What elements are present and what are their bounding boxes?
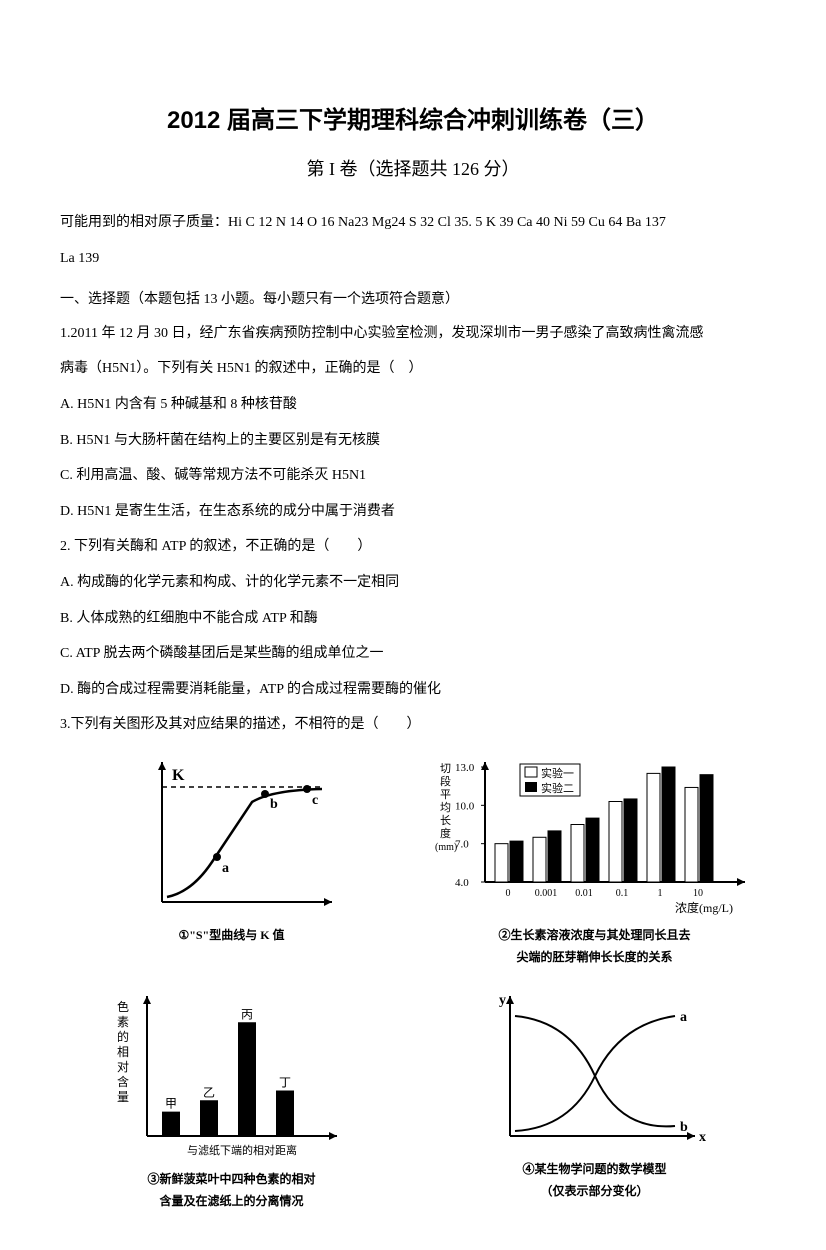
fig2-ylabel-3: 平 — [440, 789, 451, 801]
fig2-ylabel-2: 段 — [440, 774, 451, 788]
fig3-yl4: 相 — [117, 1045, 129, 1059]
figure-3-caption-l1: ③新鲜菠菜叶中四种色素的相对 — [147, 1170, 315, 1188]
figure-2-svg: 切 段 平 均 长 度 (mm) 实验一 实验二 浓度(mg/L) 4.0 7.0… — [435, 752, 755, 922]
atomic-mass-line2: La 139 — [60, 242, 766, 276]
svg-text:0.1: 0.1 — [615, 888, 628, 899]
q1-option-c: C. 利用高温、酸、碱等常规方法不可能杀灭 H5N1 — [60, 459, 766, 493]
fig3-yl5: 对 — [117, 1060, 129, 1074]
q2-option-d: D. 酶的合成过程需要消耗能量，ATP 的合成过程需要酶的催化 — [60, 673, 766, 707]
fig4-ylabel: y — [499, 993, 506, 1008]
svg-text:0.01: 0.01 — [575, 888, 593, 899]
figure-4: y x a b ④某生物学问题的数学模型 （仅表示部分变化） — [423, 986, 766, 1210]
figure-3-svg: 色 素 的 相 对 含 量 与滤纸下端的相对距离 甲 乙 丙丁 — [112, 986, 352, 1166]
fig3-yl6: 含 — [117, 1074, 129, 1089]
atomic-mass-line1: 可能用到的相对原子质量：Hi C 12 N 14 O 16 Na23 Mg24 … — [60, 206, 766, 240]
fig2-ylabel-6: 度 — [440, 826, 451, 840]
q1-option-d: D. H5N1 是寄生生活，在生态系统的成分中属于消费者 — [60, 495, 766, 529]
fig4-xlabel: x — [699, 1130, 706, 1145]
q2-option-b: B. 人体成熟的红细胞中不能合成 ATP 和酶 — [60, 602, 766, 636]
fig3-yl1: 色 — [117, 1000, 129, 1014]
fig3-xlabel: 与滤纸下端的相对距离 — [187, 1143, 297, 1157]
q2-stem: 2. 下列有关酶和 ATP 的叙述，不正确的是（ ） — [60, 530, 766, 564]
figures-grid: K a b c ①"S"型曲线与 K 值 切 段 平 均 长 度 (mm) — [60, 752, 766, 1210]
figure-1-caption: ①"S"型曲线与 K 值 — [178, 926, 284, 944]
fig2-ylabel-4: 均 — [440, 801, 451, 814]
q3-stem: 3.下列有关图形及其对应结果的描述，不相符的是（ ） — [60, 708, 766, 742]
fig3-yl7: 量 — [117, 1090, 129, 1104]
q1-stem-l1: 1.2011 年 12 月 30 日，经广东省疾病预防控制中心实验室检测，发现深… — [60, 317, 766, 351]
page-subtitle: 第 I 卷（选择题共 126 分） — [60, 155, 766, 181]
fig2-ylabel-7: (mm) — [435, 842, 457, 853]
figure-2: 切 段 平 均 长 度 (mm) 实验一 实验二 浓度(mg/L) 4.0 7.0… — [423, 752, 766, 966]
section-1-header: 一、选择题（本题包括 13 小题。每小题只有一个选项符合题意） — [60, 283, 766, 317]
figure-3-caption-l2: 含量及在滤纸上的分离情况 — [159, 1192, 303, 1210]
point-a: a — [222, 861, 229, 876]
figure-1-svg: K a b c — [122, 752, 342, 922]
svg-text:4.0: 4.0 — [455, 877, 469, 889]
svg-text:10.0: 10.0 — [455, 800, 475, 812]
svg-text:乙: 乙 — [202, 1085, 214, 1099]
svg-text:13.0: 13.0 — [455, 762, 475, 774]
q1-option-a: A. H5N1 内含有 5 种碱基和 8 种核苷酸 — [60, 388, 766, 422]
figure-4-svg: y x a b — [475, 986, 715, 1156]
q2-option-a: A. 构成酶的化学元素和构成、计的化学元素不一定相同 — [60, 566, 766, 600]
svg-text:7.0: 7.0 — [455, 839, 469, 851]
point-c: c — [312, 793, 318, 808]
curve-a: a — [680, 1010, 687, 1025]
fig2-ylabel-5: 长 — [440, 814, 451, 827]
figure-3: 色 素 的 相 对 含 量 与滤纸下端的相对距离 甲 乙 丙丁 ③新鲜菠菜叶中四种色… — [60, 986, 403, 1210]
q2-option-c: C. ATP 脱去两个磷酸基团后是某些酶的组成单位之一 — [60, 637, 766, 671]
svg-text:10: 10 — [693, 888, 703, 899]
figure-1: K a b c ①"S"型曲线与 K 值 — [60, 752, 403, 966]
figure-2-caption-l2: 尖端的胚芽鞘伸长长度的关系 — [516, 948, 672, 966]
fig3-yl2: 素 — [117, 1015, 129, 1029]
svg-text:丙: 丙 — [240, 1007, 252, 1021]
figure-4-caption-l2: （仅表示部分变化） — [540, 1182, 648, 1200]
fig2-xlabel: 浓度(mg/L) — [675, 900, 733, 915]
figure-2-caption-l1: ②生长素溶液浓度与其处理同长且去 — [498, 926, 690, 944]
legend-1: 实验一 — [541, 766, 574, 780]
curve-b: b — [680, 1120, 688, 1135]
svg-text:1: 1 — [657, 888, 662, 899]
q1-option-b: B. H5N1 与大肠杆菌在结构上的主要区别是有无核膜 — [60, 424, 766, 458]
point-b: b — [270, 797, 278, 812]
fig3-yl3: 的 — [117, 1029, 129, 1044]
page-title: 2012 届高三下学期理科综合冲刺训练卷（三） — [60, 100, 766, 135]
q1-stem-l2: 病毒（H5N1）。下列有关 H5N1 的叙述中，正确的是（ ） — [60, 352, 766, 386]
k-label: K — [172, 767, 185, 784]
svg-text:丁: 丁 — [278, 1075, 290, 1089]
svg-text:甲: 甲 — [164, 1097, 176, 1111]
svg-text:0.001: 0.001 — [534, 888, 557, 899]
fig2-ylabel-1: 切 — [440, 762, 451, 775]
legend-2: 实验二 — [541, 781, 574, 795]
svg-text:0: 0 — [505, 888, 510, 899]
